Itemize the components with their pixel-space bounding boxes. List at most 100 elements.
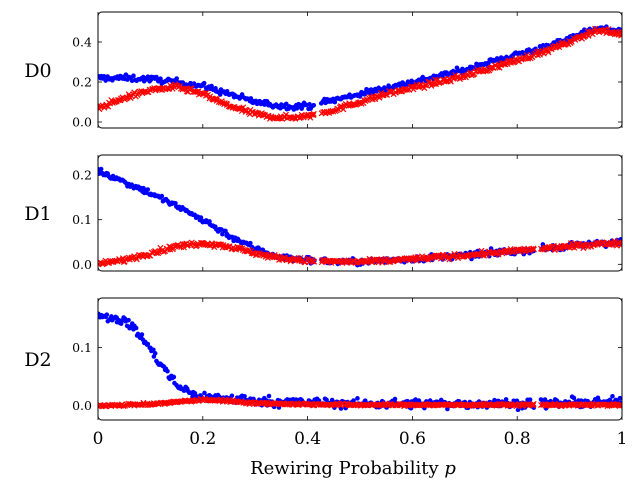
y-tick-label: 0.4 xyxy=(72,35,92,50)
data-point xyxy=(201,80,207,86)
data-point xyxy=(527,397,533,402)
data-point xyxy=(309,402,317,409)
data-point xyxy=(98,166,104,172)
panels-layer: 0.0 0.2 0.4 D0 0.0 0.1 0.2 D1 0.0 0.1 D2 xyxy=(24,11,623,421)
data-point xyxy=(254,250,261,257)
panel-frame xyxy=(97,297,623,421)
data-point xyxy=(589,31,596,38)
data-point xyxy=(145,74,151,79)
data-point xyxy=(311,102,317,108)
x-tick-label: 1 xyxy=(617,429,628,449)
data-point xyxy=(330,108,337,115)
data-point xyxy=(618,240,622,247)
data-point xyxy=(618,402,622,409)
data-point xyxy=(294,401,301,409)
data-point xyxy=(392,396,398,402)
data-point xyxy=(530,400,537,407)
x-tick-label: 0 xyxy=(93,429,104,449)
x-axis-title: Rewiring Probability p xyxy=(250,458,456,479)
data-point xyxy=(478,247,485,254)
data-point xyxy=(248,240,253,246)
data-point xyxy=(133,325,139,331)
data-point xyxy=(116,257,123,264)
panel-frame xyxy=(97,154,623,272)
y-tick-label: 0.0 xyxy=(72,257,92,272)
data-point xyxy=(351,398,356,403)
data-point xyxy=(209,83,214,89)
panel-d1: 0.0 0.1 0.2 D1 xyxy=(24,154,623,272)
panel-label: D0 xyxy=(24,60,51,82)
data-point xyxy=(372,401,379,408)
panel-label: D2 xyxy=(24,349,51,371)
y-tick-label: 0.1 xyxy=(72,212,92,227)
data-point xyxy=(610,393,615,399)
data-point xyxy=(425,256,432,263)
data-point xyxy=(540,50,547,57)
data-point xyxy=(262,102,267,107)
panel-label: D1 xyxy=(24,203,51,225)
data-point xyxy=(283,101,289,107)
data-point xyxy=(158,76,163,82)
data-point xyxy=(617,395,622,401)
points-group xyxy=(98,166,622,268)
data-point xyxy=(492,397,497,403)
data-point xyxy=(617,32,622,39)
data-point xyxy=(585,32,592,39)
data-point xyxy=(311,258,318,265)
data-point xyxy=(155,250,162,257)
panel-d2: 0.0 0.1 D2 xyxy=(24,297,623,421)
data-point xyxy=(423,82,430,89)
data-point xyxy=(613,30,620,38)
data-point xyxy=(199,90,207,97)
data-point xyxy=(165,368,170,374)
data-point xyxy=(165,85,172,92)
data-point xyxy=(578,398,584,403)
data-point xyxy=(556,44,563,51)
y-tick-label: 0.2 xyxy=(72,168,92,183)
data-point xyxy=(292,256,299,263)
data-point xyxy=(618,29,622,36)
data-point xyxy=(571,395,577,401)
data-point xyxy=(574,240,581,247)
data-point xyxy=(135,331,141,337)
data-point xyxy=(131,73,136,79)
data-point xyxy=(224,88,230,94)
x-axis-title-variable: p xyxy=(444,458,456,479)
data-point xyxy=(575,34,582,41)
data-point xyxy=(174,76,179,81)
data-point xyxy=(104,312,110,317)
y-tick-label: 0.0 xyxy=(72,115,92,130)
data-point xyxy=(309,258,316,265)
x-axis-title-text: Rewiring Probability xyxy=(250,458,439,479)
y-tick-label: 0.0 xyxy=(72,398,92,413)
data-point xyxy=(159,193,165,199)
y-tick-label: 0.1 xyxy=(72,340,92,355)
x-tick-label: 0.6 xyxy=(399,429,426,449)
data-point xyxy=(103,78,108,83)
data-point xyxy=(530,402,537,409)
data-point xyxy=(171,374,177,380)
data-point xyxy=(194,88,201,95)
x-tick-label: 0.2 xyxy=(189,429,216,449)
panel-d0: 0.0 0.2 0.4 D0 xyxy=(24,11,623,130)
data-point xyxy=(139,332,145,337)
data-point xyxy=(126,317,131,323)
data-point xyxy=(284,256,291,263)
data-point xyxy=(310,112,317,119)
data-point xyxy=(145,187,151,192)
data-point xyxy=(176,243,183,250)
data-point xyxy=(530,246,537,253)
data-point xyxy=(357,94,363,99)
data-point xyxy=(280,254,287,261)
panel-frame xyxy=(97,11,623,129)
data-point xyxy=(412,254,419,261)
data-point xyxy=(266,393,272,399)
data-point xyxy=(554,398,560,403)
data-point xyxy=(248,250,255,257)
data-point xyxy=(242,393,247,399)
data-point xyxy=(145,341,151,347)
data-point xyxy=(125,91,132,98)
y-tick-label: 0.2 xyxy=(72,75,92,90)
